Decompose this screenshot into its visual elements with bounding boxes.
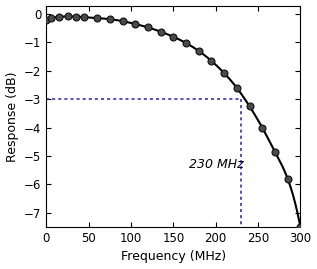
Text: 230 MHz: 230 MHz — [189, 158, 243, 171]
Y-axis label: Response (dB): Response (dB) — [6, 71, 19, 162]
X-axis label: Frequency (MHz): Frequency (MHz) — [121, 250, 226, 263]
